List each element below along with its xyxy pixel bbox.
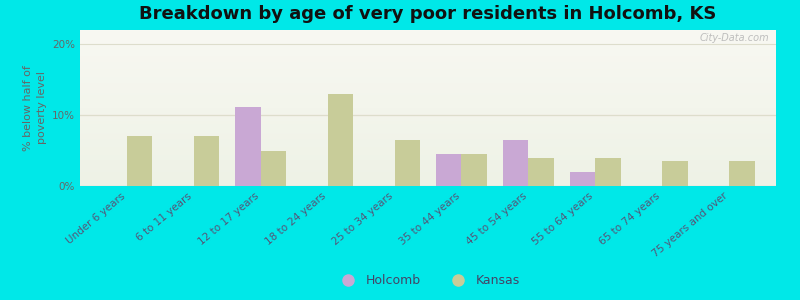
Bar bbox=[503, 140, 528, 186]
Legend: Holcomb, Kansas: Holcomb, Kansas bbox=[331, 269, 525, 292]
Bar bbox=[261, 151, 286, 186]
Bar bbox=[729, 161, 754, 186]
Text: City-Data.com: City-Data.com bbox=[699, 33, 769, 43]
Bar bbox=[194, 136, 219, 186]
Y-axis label: % below half of
poverty level: % below half of poverty level bbox=[23, 65, 46, 151]
Bar bbox=[570, 172, 595, 186]
Bar bbox=[127, 136, 152, 186]
Bar bbox=[595, 158, 621, 186]
Bar bbox=[462, 154, 487, 186]
Bar bbox=[235, 106, 261, 186]
Bar bbox=[662, 161, 688, 186]
Bar bbox=[394, 140, 420, 186]
Bar bbox=[528, 158, 554, 186]
Bar bbox=[328, 94, 353, 186]
Title: Breakdown by age of very poor residents in Holcomb, KS: Breakdown by age of very poor residents … bbox=[139, 5, 717, 23]
Bar bbox=[436, 154, 462, 186]
